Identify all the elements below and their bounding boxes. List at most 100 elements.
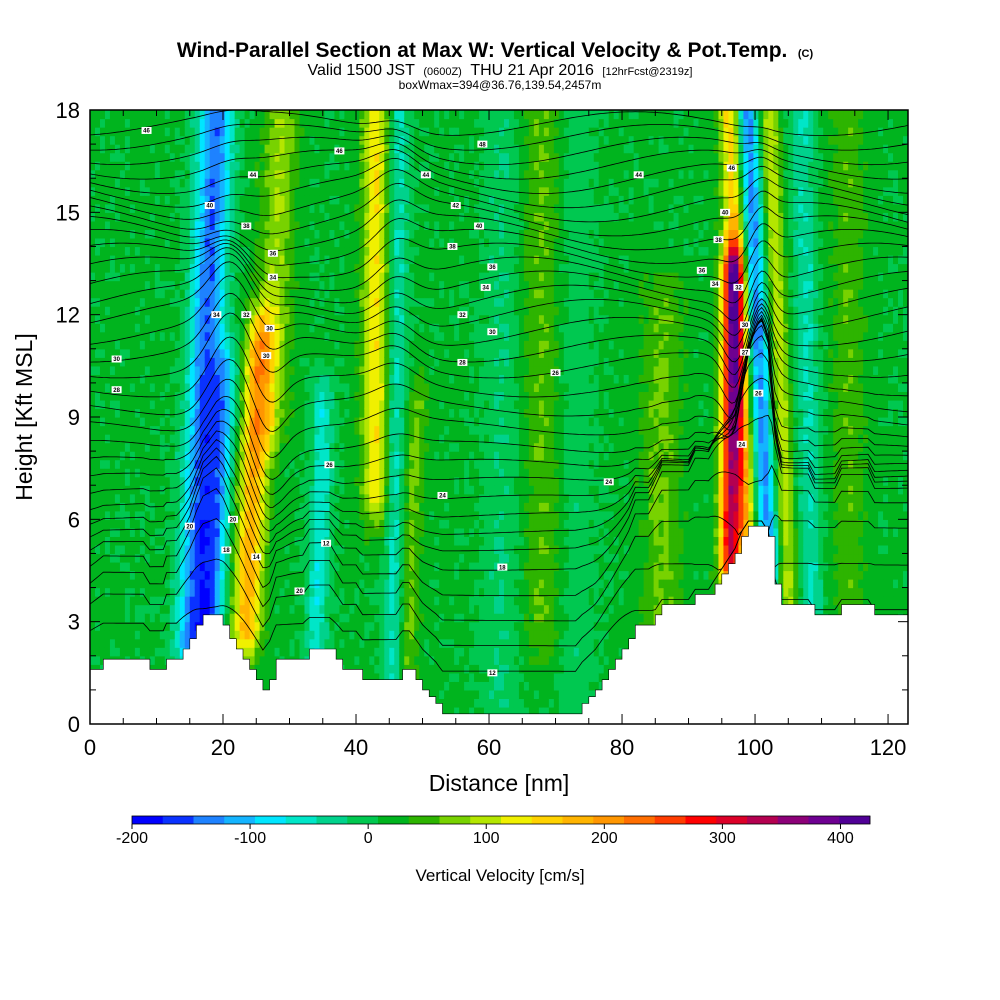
contour-label: 34 — [710, 280, 721, 288]
contour-label: 36 — [696, 266, 707, 275]
contour-label: 18 — [221, 546, 232, 554]
colorbar-segment — [193, 816, 225, 824]
y-tick-label: 3 — [68, 610, 80, 635]
contour-label: 38 — [447, 242, 458, 251]
contour-label: 36 — [267, 249, 278, 257]
isentrope-line — [90, 464, 908, 597]
colorbar-segment — [685, 816, 717, 824]
isentrope-line — [90, 237, 908, 284]
contour-label: 32 — [733, 283, 744, 292]
x-axis-label: Distance [nm] — [429, 770, 570, 796]
terrain-mask — [89, 525, 909, 725]
colorbar-tick-label: -100 — [234, 830, 266, 847]
contour-label: 46 — [726, 164, 737, 172]
colorbar-tick-label: 0 — [364, 830, 373, 847]
contour-label: 44 — [633, 171, 644, 179]
colorbar-segment — [808, 816, 840, 824]
contour-label: 24 — [736, 440, 747, 448]
colorbar-tick-label: 100 — [473, 830, 500, 847]
contour-label: 32 — [241, 311, 252, 319]
isentrope-line — [90, 514, 908, 622]
isentrope-line — [90, 317, 908, 459]
vertical-velocity-field — [90, 110, 908, 724]
colorbar: -200 -100 0 100 200 300 400 — [116, 815, 871, 847]
colorbar-segment — [347, 816, 379, 824]
colorbar-tick-label: -200 — [116, 830, 148, 847]
x-tick-label: 100 — [737, 735, 774, 760]
potential-temperature-contours — [90, 110, 908, 672]
contour-label: 12 — [321, 539, 332, 547]
y-tick-label: 0 — [68, 712, 80, 737]
contour-label: 18 — [497, 563, 508, 571]
isentrope-line — [90, 275, 908, 363]
isentrope-line — [90, 247, 908, 321]
contour-label: 24 — [437, 491, 448, 500]
isentrope-line — [90, 306, 908, 388]
contour-label: 27 — [740, 348, 751, 356]
contour-label: 26 — [753, 389, 764, 397]
subtitle-utc: (0600Z) — [423, 66, 462, 78]
contour-label: 30 — [487, 328, 498, 336]
colorbar-segment — [162, 816, 194, 824]
isentrope-line — [90, 142, 908, 180]
contour-label: 28 — [457, 358, 468, 367]
colorbar-segment — [255, 816, 287, 824]
contour-label: 36 — [487, 263, 498, 271]
isentrope-line — [90, 199, 908, 252]
contour-label: 32 — [457, 311, 468, 319]
colorbar-segment — [501, 816, 533, 824]
contour-label: 28 — [111, 386, 122, 394]
contour-label: 12 — [487, 669, 498, 677]
chart-boxline: boxWmax=394@36.76,139.54,2457m — [399, 78, 602, 92]
x-tick-label: 120 — [870, 735, 907, 760]
colorbar-tick-label: 400 — [827, 830, 854, 847]
contour-label: 14 — [251, 553, 262, 561]
isentrope-line — [90, 377, 908, 555]
colorbar-segment — [470, 816, 502, 824]
isentrope-line — [90, 149, 908, 194]
colorbar-segment — [316, 816, 348, 824]
y-tick-label: 9 — [68, 405, 80, 430]
x-tick-label: 0 — [84, 735, 96, 760]
colorbar-segment — [132, 816, 164, 824]
subtitle-forecast: [12hrFcst@2319z] — [602, 66, 692, 78]
contour-label: 30 — [264, 324, 275, 333]
y-tick-label: 12 — [56, 303, 80, 328]
contour-label: 40 — [474, 222, 485, 230]
isentrope-line — [90, 218, 908, 266]
x-tick-label: 20 — [211, 735, 235, 760]
x-tick-label: 40 — [344, 735, 368, 760]
isentrope-line — [90, 182, 908, 237]
subtitle-valid: Valid 1500 JST — [308, 62, 416, 79]
chart-title-line: Wind-Parallel Section at Max W: Vertical… — [177, 39, 814, 62]
colorbar-segment — [408, 816, 440, 824]
contour-label: 30 — [261, 352, 272, 360]
colorbar-segment — [716, 816, 748, 824]
contour-label: 30 — [111, 355, 122, 363]
colorbar-segment — [777, 816, 809, 824]
colorbar-segment — [624, 816, 656, 824]
contour-label: 46 — [334, 147, 345, 155]
isentrope-line — [90, 242, 908, 304]
colorbar-segment — [562, 816, 594, 824]
contour-label: 42 — [450, 202, 461, 210]
y-tick-label: 6 — [68, 507, 80, 532]
isentrope-line — [90, 318, 908, 480]
colorbar-segment — [593, 816, 625, 824]
x-tick-label: 80 — [610, 735, 634, 760]
colorbar-segment — [654, 816, 686, 824]
isentrope-line — [90, 169, 908, 223]
contour-label: 34 — [480, 283, 491, 292]
isentrope-line — [90, 135, 908, 166]
x-axis: 0 20 40 60 80 100 120 — [84, 110, 907, 760]
contour-label: 44 — [247, 171, 258, 179]
colorbar-tick-label: 200 — [591, 830, 618, 847]
colorbar-tick-label: 300 — [709, 830, 736, 847]
colorbar-segment — [224, 816, 256, 824]
isentrope-line — [90, 123, 908, 151]
contour-label: 34 — [211, 311, 222, 319]
colorbar-frame — [131, 815, 871, 825]
